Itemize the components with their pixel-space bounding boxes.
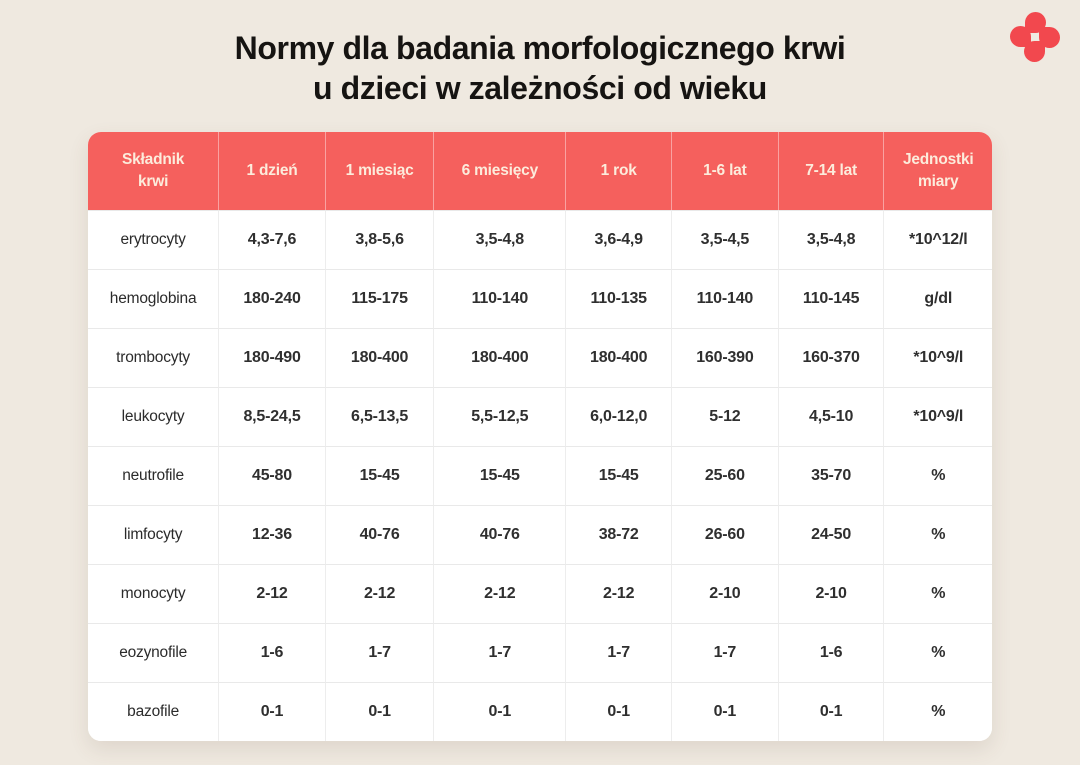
row-label: leukocyty	[88, 387, 219, 446]
table-cell: 1-7	[324, 623, 434, 682]
table-cell: 0-1	[671, 682, 778, 741]
table-cell: 3,6-4,9	[565, 210, 672, 269]
table-row: bazofile 0-1 0-1 0-1 0-1 0-1 0-1 %	[88, 682, 992, 741]
table-cell: 6,0-12,0	[565, 387, 672, 446]
table-cell: 2-12	[324, 564, 434, 623]
page-title-line2: u dzieci w zależności od wieku	[313, 70, 767, 106]
table-cell: 1-7	[671, 623, 778, 682]
column-header-1-miesiac: 1 miesiąc	[324, 132, 434, 210]
column-header-1-rok: 1 rok	[565, 132, 672, 210]
table-cell: 35-70	[777, 446, 884, 505]
page-title: Normy dla badania morfologicznego krwi u…	[0, 28, 1080, 108]
table-cell: 45-80	[218, 446, 325, 505]
column-header-1-dzien: 1 dzień	[218, 132, 325, 210]
table-row: limfocyty 12-36 40-76 40-76 38-72 26-60 …	[88, 505, 992, 564]
column-header-7-14-lat: 7-14 lat	[777, 132, 884, 210]
table-cell: 1-7	[565, 623, 672, 682]
table-cell: 180-400	[565, 328, 672, 387]
column-header-6-miesiecy: 6 miesięcy	[433, 132, 566, 210]
table-row: neutrofile 45-80 15-45 15-45 15-45 25-60…	[88, 446, 992, 505]
row-label: limfocyty	[88, 505, 219, 564]
table-cell: 1-6	[777, 623, 884, 682]
table-cell: 180-490	[218, 328, 325, 387]
table-row: hemoglobina 180-240 115-175 110-140 110-…	[88, 269, 992, 328]
table-cell: 0-1	[324, 682, 434, 741]
table-cell: 110-135	[565, 269, 672, 328]
table-cell: 110-145	[777, 269, 884, 328]
table-cell: 4,5-10	[777, 387, 884, 446]
table-cell: *10^9/l	[883, 387, 992, 446]
row-label: eozynofile	[88, 623, 219, 682]
table-cell: 38-72	[565, 505, 672, 564]
table-cell: 1-6	[218, 623, 325, 682]
table-cell: 15-45	[433, 446, 566, 505]
table-cell: 2-12	[565, 564, 672, 623]
table-cell: 4,3-7,6	[218, 210, 325, 269]
table-cell: 180-240	[218, 269, 325, 328]
table-cell: %	[883, 446, 992, 505]
table-cell: *10^9/l	[883, 328, 992, 387]
column-header-skladnik-krwi: Składnik krwi	[88, 132, 219, 210]
table-cell: 110-140	[433, 269, 566, 328]
table-cell: 40-76	[433, 505, 566, 564]
table-cell: 160-370	[777, 328, 884, 387]
table-cell: 15-45	[324, 446, 434, 505]
table-cell: 12-36	[218, 505, 325, 564]
table-cell: g/dl	[883, 269, 992, 328]
table-cell: 2-12	[433, 564, 566, 623]
row-label: bazofile	[88, 682, 219, 741]
blood-drops-logo-icon	[1010, 12, 1060, 62]
table-cell: 2-10	[671, 564, 778, 623]
row-label: neutrofile	[88, 446, 219, 505]
table-cell: 6,5-13,5	[324, 387, 434, 446]
table-cell: 180-400	[433, 328, 566, 387]
table-cell: 5-12	[671, 387, 778, 446]
table-cell: 5,5-12,5	[433, 387, 566, 446]
table-cell: 110-140	[671, 269, 778, 328]
table-row: trombocyty 180-490 180-400 180-400 180-4…	[88, 328, 992, 387]
table-row: erytrocyty 4,3-7,6 3,8-5,6 3,5-4,8 3,6-4…	[88, 210, 992, 269]
table-cell: 0-1	[565, 682, 672, 741]
table-cell: 0-1	[777, 682, 884, 741]
table-cell: 40-76	[324, 505, 434, 564]
table-cell: *10^12/l	[883, 210, 992, 269]
table-cell: 115-175	[324, 269, 434, 328]
header-row: Składnik krwi 1 dzień 1 miesiąc 6 miesię…	[88, 132, 992, 210]
table-cell: 3,5-4,8	[777, 210, 884, 269]
table-cell: 8,5-24,5	[218, 387, 325, 446]
column-header-1-6-lat: 1-6 lat	[671, 132, 778, 210]
table-cell: 0-1	[433, 682, 566, 741]
table-cell: 3,8-5,6	[324, 210, 434, 269]
blood-drop-icon	[1010, 26, 1031, 47]
table-cell: 2-10	[777, 564, 884, 623]
table-row: leukocyty 8,5-24,5 6,5-13,5 5,5-12,5 6,0…	[88, 387, 992, 446]
row-label: hemoglobina	[88, 269, 219, 328]
table-cell: %	[883, 505, 992, 564]
table-cell: 25-60	[671, 446, 778, 505]
table-cell: 160-390	[671, 328, 778, 387]
table-cell: 3,5-4,5	[671, 210, 778, 269]
table-cell: 1-7	[433, 623, 566, 682]
table-row: eozynofile 1-6 1-7 1-7 1-7 1-7 1-6 %	[88, 623, 992, 682]
row-label: monocyty	[88, 564, 219, 623]
table-cell: 2-12	[218, 564, 325, 623]
norms-table: Składnik krwi 1 dzień 1 miesiąc 6 miesię…	[88, 132, 992, 741]
table-cell: %	[883, 682, 992, 741]
page-title-line1: Normy dla badania morfologicznego krwi	[234, 30, 846, 66]
table-cell: 3,5-4,8	[433, 210, 566, 269]
table-cell: %	[883, 564, 992, 623]
table-cell: 26-60	[671, 505, 778, 564]
row-label: erytrocyty	[88, 210, 219, 269]
column-header-jednostki-miary: Jednostki miary	[883, 132, 992, 210]
row-label: trombocyty	[88, 328, 219, 387]
table-row: monocyty 2-12 2-12 2-12 2-12 2-10 2-10 %	[88, 564, 992, 623]
norms-table-card: Składnik krwi 1 dzień 1 miesiąc 6 miesię…	[88, 132, 992, 741]
table-cell: 0-1	[218, 682, 325, 741]
table-cell: %	[883, 623, 992, 682]
table-cell: 180-400	[324, 328, 434, 387]
table-cell: 15-45	[565, 446, 672, 505]
table-cell: 24-50	[777, 505, 884, 564]
